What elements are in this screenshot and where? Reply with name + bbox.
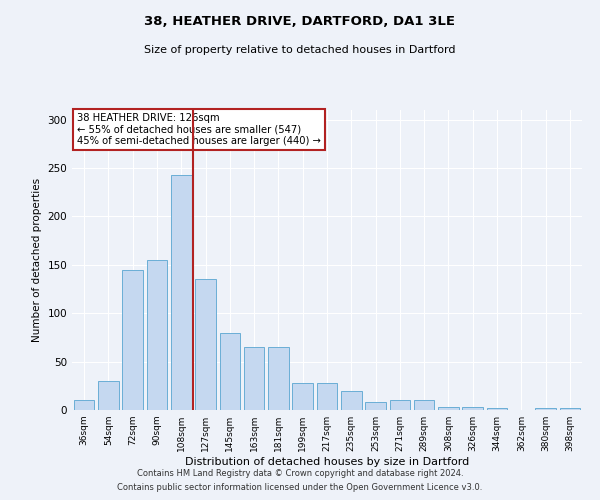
Text: 38, HEATHER DRIVE, DARTFORD, DA1 3LE: 38, HEATHER DRIVE, DARTFORD, DA1 3LE (145, 15, 455, 28)
Bar (74, 400, 94, 410)
Bar (292, 383, 313, 410)
Text: Size of property relative to detached houses in Dartford: Size of property relative to detached ho… (144, 45, 456, 55)
Bar (171, 175, 191, 410)
Bar (268, 347, 289, 410)
Bar (438, 407, 459, 410)
Bar (560, 408, 580, 410)
Bar (317, 383, 337, 410)
Bar (535, 408, 556, 410)
X-axis label: Distribution of detached houses by size in Dartford: Distribution of detached houses by size … (185, 457, 469, 467)
Bar (365, 402, 386, 410)
Y-axis label: Number of detached properties: Number of detached properties (32, 178, 42, 342)
Bar (122, 270, 143, 410)
Text: Contains HM Land Registry data © Crown copyright and database right 2024.: Contains HM Land Registry data © Crown c… (137, 468, 463, 477)
Bar (244, 347, 265, 410)
Bar (195, 280, 216, 410)
Bar (220, 332, 240, 410)
Bar (146, 260, 167, 410)
Text: 38 HEATHER DRIVE: 126sqm
← 55% of detached houses are smaller (547)
45% of semi-: 38 HEATHER DRIVE: 126sqm ← 55% of detach… (77, 113, 321, 146)
Bar (463, 407, 483, 410)
Bar (98, 381, 119, 410)
Bar (341, 390, 362, 410)
Bar (414, 400, 434, 410)
Bar (487, 408, 508, 410)
Bar (389, 400, 410, 410)
Text: Contains public sector information licensed under the Open Government Licence v3: Contains public sector information licen… (118, 484, 482, 492)
